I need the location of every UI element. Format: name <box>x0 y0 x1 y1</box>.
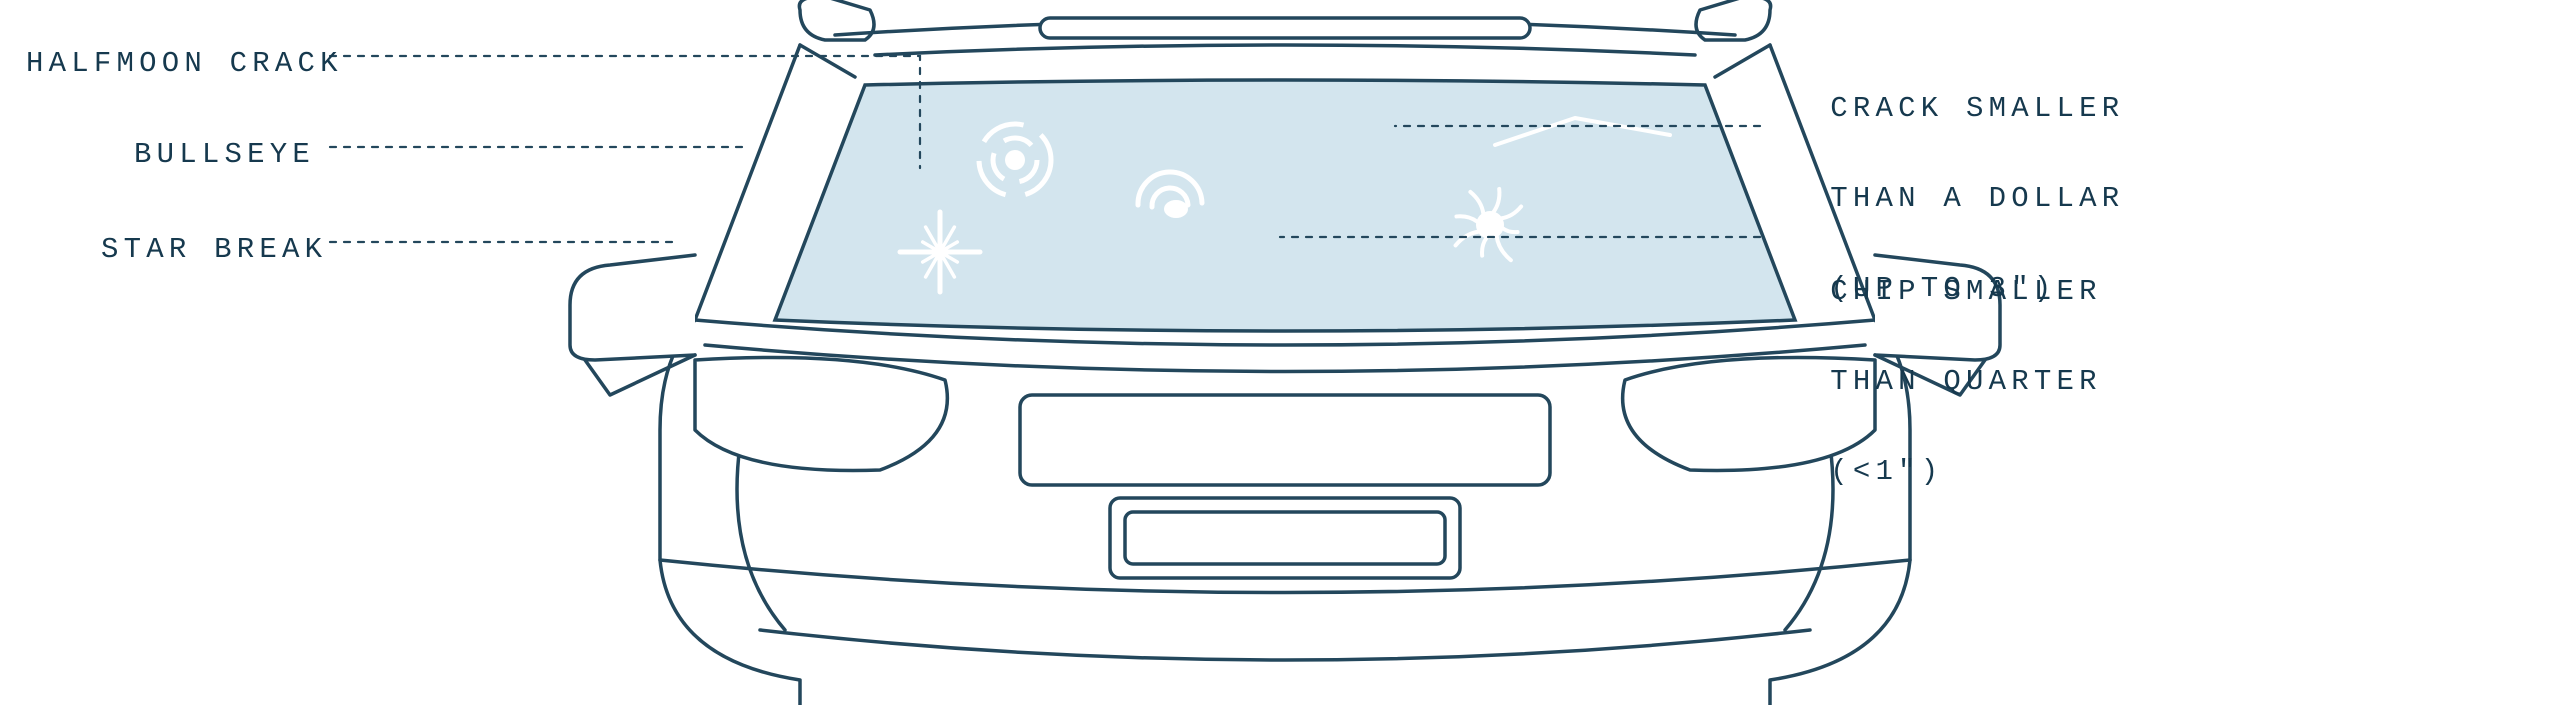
label-chip-small: CHIP SMALLER THAN QUARTER (<1") <box>1785 225 2102 495</box>
label-chip-small-line2: THAN QUARTER <box>1830 365 2101 398</box>
windshield-damage-diagram: HALFMOON CRACK BULLSEYE STAR BREAK CRACK… <box>0 0 2560 705</box>
label-crack-small-line1: CRACK SMALLER <box>1830 92 2124 125</box>
label-halfmoon: HALFMOON CRACK <box>26 42 343 87</box>
label-bullseye: BULLSEYE <box>134 133 315 178</box>
diagram-svg <box>0 0 2560 705</box>
windshield-glass <box>775 80 1795 331</box>
label-starbreak: STAR BREAK <box>101 228 327 273</box>
label-chip-small-line1: CHIP SMALLER <box>1830 275 2101 308</box>
label-crack-small-line2: THAN A DOLLAR <box>1830 182 2124 215</box>
label-chip-small-line3: (<1") <box>1830 455 1943 488</box>
